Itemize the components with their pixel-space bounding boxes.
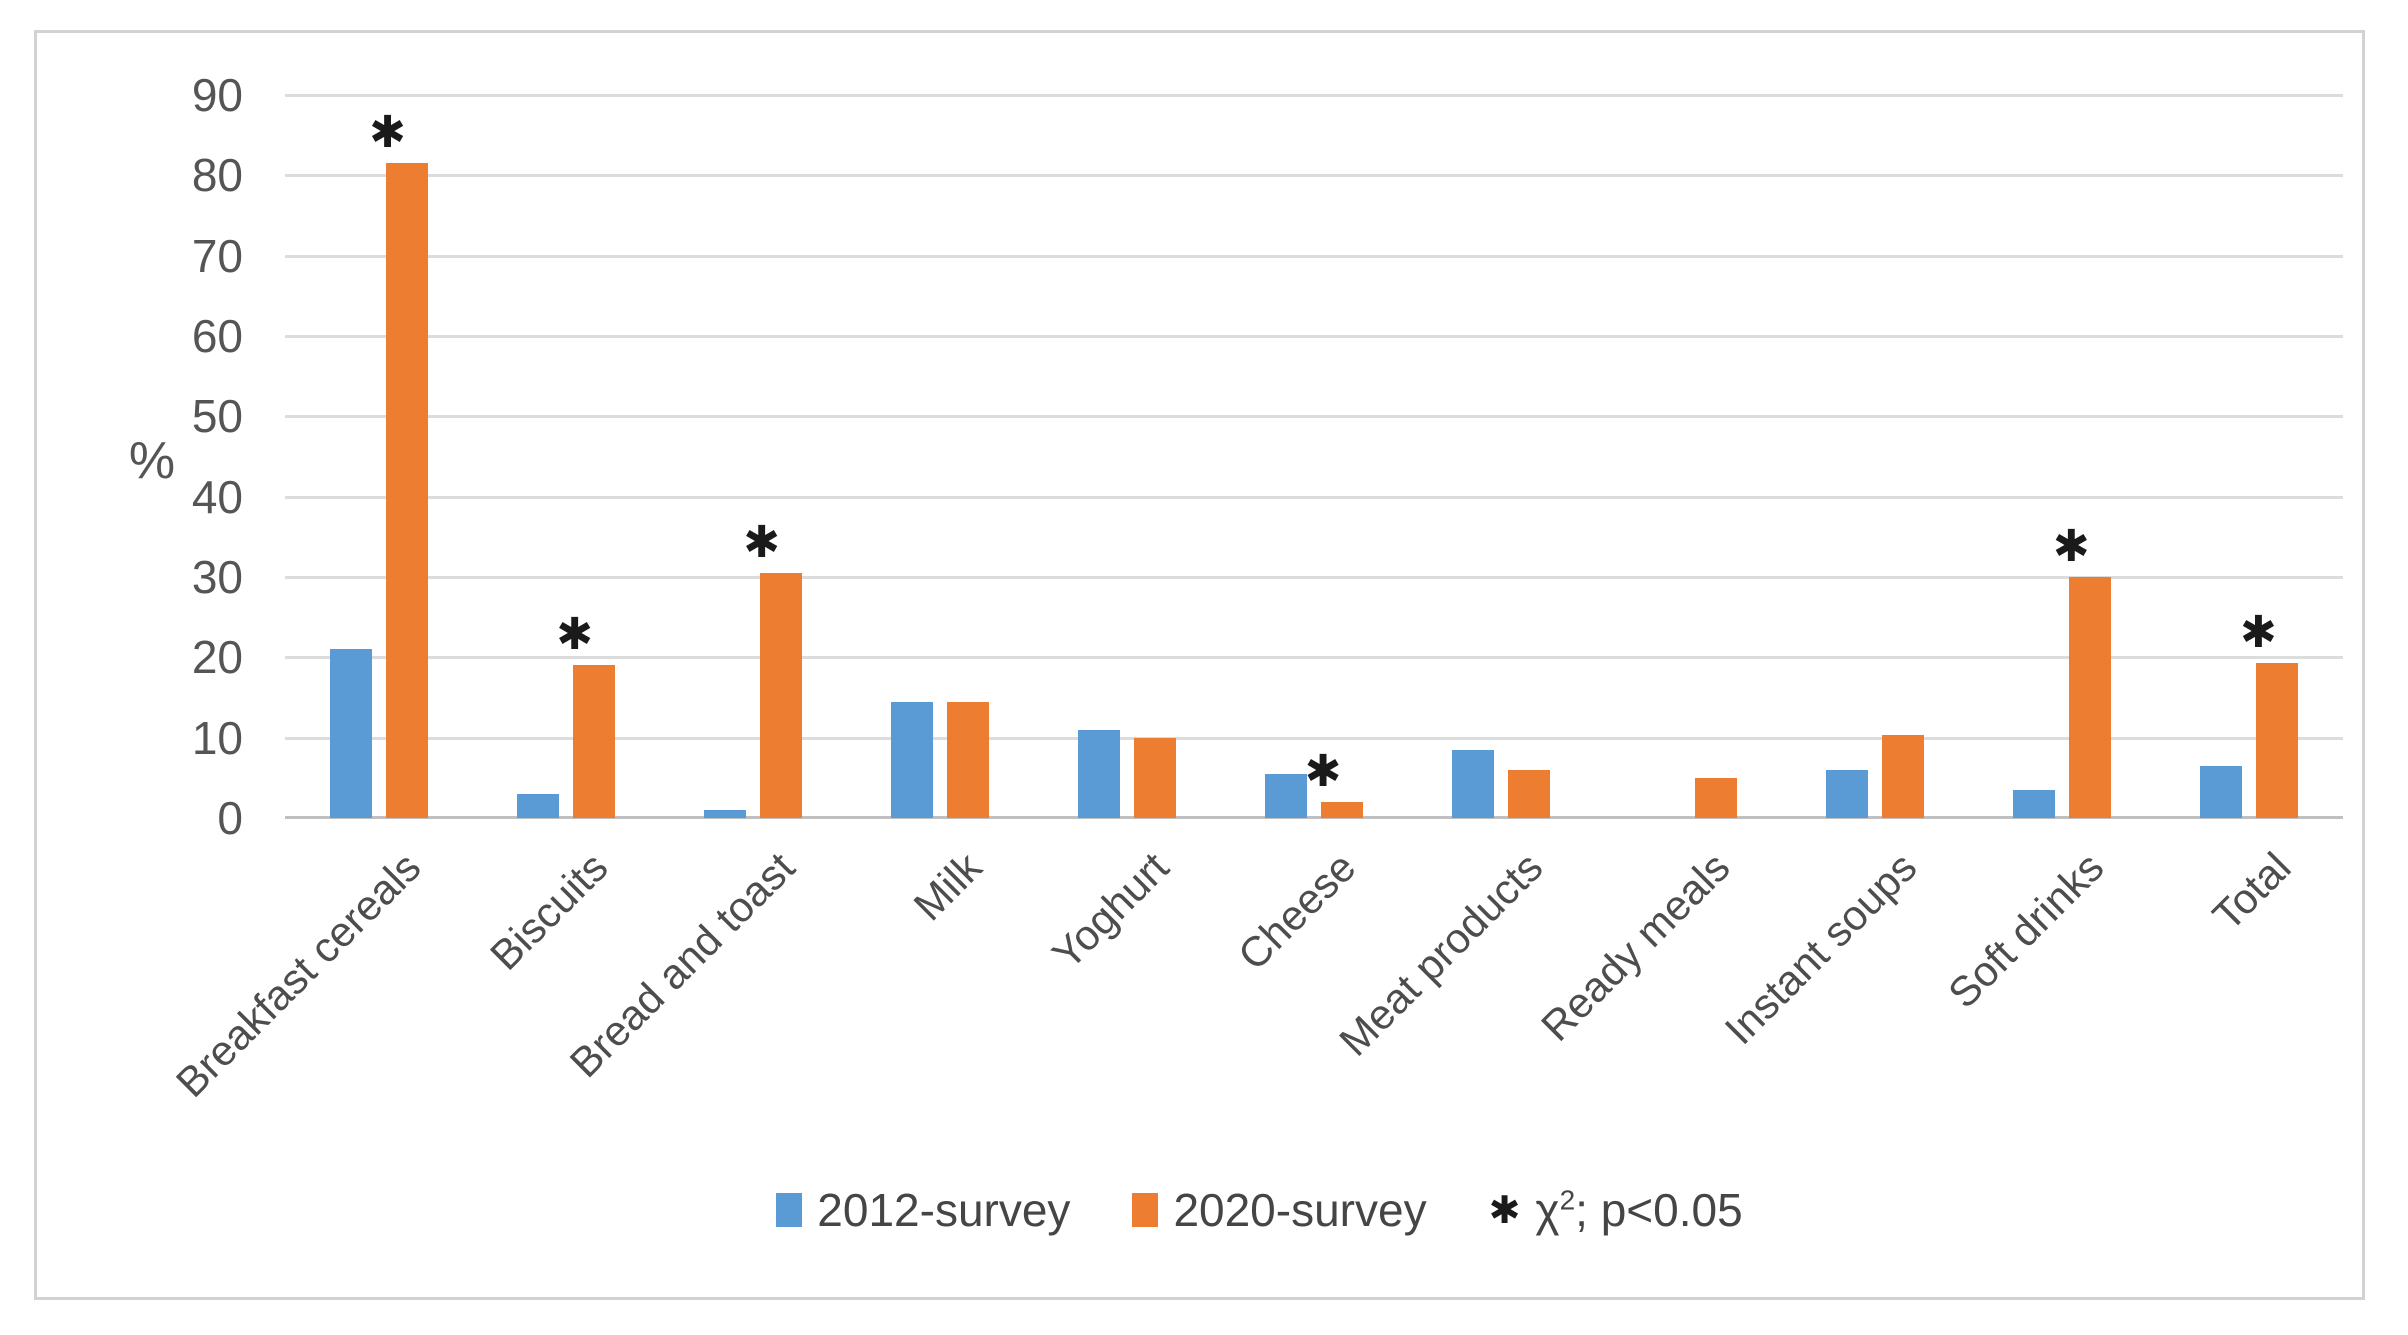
significance-note: χ2; p<0.05 — [1535, 1183, 1742, 1237]
bar-2020-yoghurt — [1133, 737, 1176, 818]
gridline — [285, 335, 2343, 338]
bar-2020-bread-and-toast — [759, 572, 802, 818]
legend-item-significance: ✱ χ2; p<0.05 — [1489, 1183, 1743, 1237]
gridline — [285, 736, 2343, 740]
bar-2012-breakfast-cereals — [329, 649, 372, 818]
y-tick-label: 50 — [191, 390, 243, 443]
bar-2020-total — [2256, 662, 2299, 818]
bar-2020-biscuits — [572, 665, 615, 818]
legend-swatch-2012-icon — [776, 1193, 803, 1227]
gridline — [285, 254, 2343, 258]
gridline — [285, 94, 2343, 97]
bar-2020-cheese — [1321, 801, 1363, 818]
bar-2012-soft-drinks — [2013, 789, 2056, 818]
bar-2020-ready-meals — [1695, 777, 1738, 818]
bar-2020-instant-soups — [1882, 735, 1925, 818]
legend-label-2012: 2012-survey — [817, 1184, 1071, 1236]
bar-2012-cheese — [1265, 773, 1307, 818]
legend-swatch-2020-icon — [1132, 1193, 1159, 1227]
significance-threshold: ; p<0.05 — [1575, 1184, 1743, 1236]
figure-frame: % ✱ ✱ ✱ ✱ ✱ ✱ 2012-survey 2020-survey ✱ χ2; p… — [34, 30, 2365, 1300]
y-tick-label: 0 — [217, 792, 243, 844]
bar-2012-milk — [890, 701, 933, 818]
x-axis-label-soft-drinks: Soft drinks — [1939, 843, 2113, 1017]
y-tick-label: 20 — [191, 631, 243, 684]
x-axis-label-ready-meals: Ready meals — [1532, 843, 1739, 1050]
gridline — [285, 656, 2343, 660]
y-tick-label: 40 — [191, 470, 243, 523]
y-tick-label: 70 — [191, 229, 243, 282]
significance-asterisk-icon: ✱ — [743, 516, 781, 568]
asterisk-icon: ✱ — [1488, 1188, 1521, 1232]
plot-area: ✱ ✱ ✱ ✱ ✱ ✱ — [285, 94, 2343, 819]
gridline — [285, 415, 2343, 419]
chi-symbol: χ — [1535, 1184, 1560, 1236]
legend-item-2012-survey: 2012-survey — [776, 1183, 1070, 1237]
bar-2012-biscuits — [516, 793, 559, 818]
significance-asterisk-icon: ✱ — [2052, 521, 2090, 572]
legend: 2012-survey 2020-survey ✱ χ2; p<0.05 — [37, 1183, 2362, 1237]
bar-2012-instant-soups — [1826, 769, 1869, 818]
bar-2012-bread-and-toast — [703, 809, 746, 818]
significance-asterisk-icon: ✱ — [556, 609, 594, 661]
x-axis-label-breakfast-cereals: Breakfast cereals — [166, 843, 430, 1106]
gridline — [285, 576, 2343, 579]
y-tick-label: 90 — [191, 69, 243, 121]
bar-2020-milk — [946, 701, 989, 818]
legend-label-2020: 2020-survey — [1173, 1184, 1427, 1236]
legend-item-2020-survey: 2020-survey — [1132, 1183, 1427, 1237]
significance-asterisk-icon: ✱ — [2240, 606, 2277, 658]
y-tick-label: 60 — [191, 310, 243, 362]
bar-2020-meat-products — [1508, 769, 1551, 818]
x-axis-line — [285, 816, 2343, 819]
y-tick-label: 80 — [191, 149, 243, 202]
x-axis-label-yoghurt: Yoghurt — [1042, 843, 1178, 978]
bar-2020-breakfast-cereals — [385, 163, 428, 818]
x-axis-label-cheese: Cheese — [1228, 843, 1365, 979]
x-axis-label-milk: Milk — [904, 843, 991, 930]
gridline — [285, 174, 2343, 178]
y-tick-label: 10 — [191, 711, 243, 764]
x-axis-label-biscuits: Biscuits — [480, 843, 617, 979]
significance-asterisk-icon: ✱ — [369, 107, 406, 159]
gridline — [285, 495, 2343, 499]
y-axis-unit-label: % — [128, 432, 176, 490]
bar-2020-soft-drinks — [2069, 577, 2112, 818]
significance-asterisk-icon: ✱ — [1304, 745, 1342, 797]
y-tick-label: 30 — [191, 551, 243, 603]
x-axis-label-total: Total — [2204, 843, 2300, 940]
bar-2012-yoghurt — [1077, 729, 1120, 818]
x-axis-label-instant-soups: Instant soups — [1715, 843, 1926, 1054]
chi-superscript: 2 — [1559, 1184, 1576, 1216]
bar-2012-total — [2200, 765, 2243, 818]
bar-2012-meat-products — [1452, 749, 1495, 818]
